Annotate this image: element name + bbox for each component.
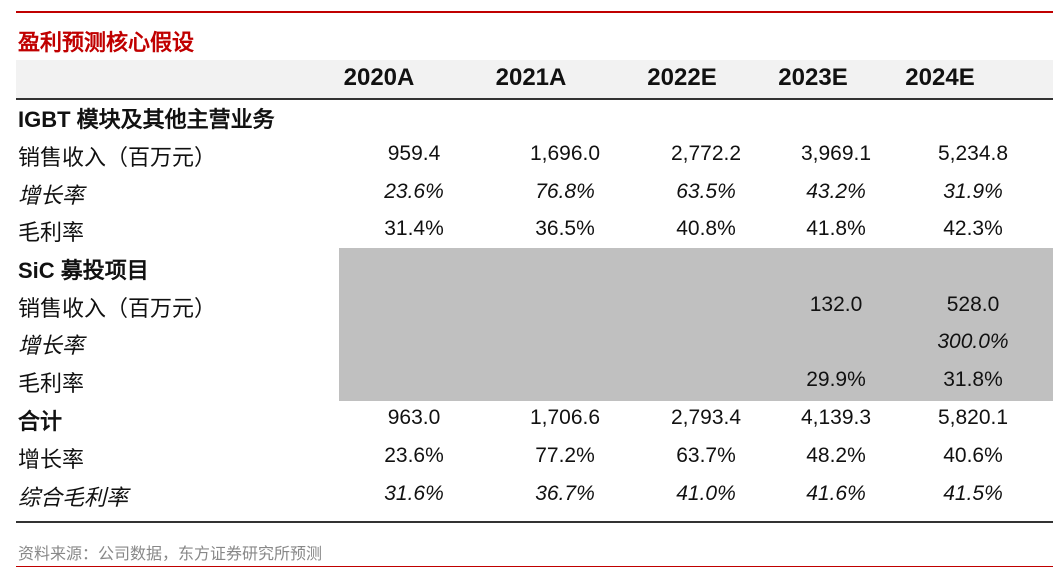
table-cell: 23.6% <box>384 444 444 467</box>
top-rule <box>16 11 1053 13</box>
table-row: 增长率 23.6% 77.2% 63.7% 48.2% 40.6% <box>0 438 1062 476</box>
table-row: 毛利率 31.4% 36.5% 40.8% 41.8% 42.3% <box>0 211 1062 249</box>
table-cell: 41.0% <box>676 482 736 505</box>
table-cell: 2,772.2 <box>670 142 742 165</box>
table-cell: 43.2% <box>806 180 866 203</box>
row-label: 毛利率 <box>18 220 85 245</box>
table-cell: 41.8% <box>806 217 866 240</box>
section-heading-sic: SiC 募投项目 <box>0 249 1062 287</box>
table-cell: 63.7% <box>676 444 736 467</box>
row-label: 增长率 <box>18 183 85 208</box>
column-header-2021a: 2021A <box>495 64 567 91</box>
table-cell: 63.5% <box>676 180 736 203</box>
table-row: 销售收入（百万元） 132.0 528.0 <box>0 287 1062 325</box>
table-cell: 31.8% <box>943 368 1003 391</box>
sic-shaded-block <box>339 248 1053 401</box>
row-label: 毛利率 <box>18 371 85 396</box>
table-row: 增长率 23.6% 76.8% 63.5% 43.2% 31.9% <box>0 174 1062 212</box>
table-row: 毛利率 29.9% 31.8% <box>0 362 1062 400</box>
table-cell: 48.2% <box>806 444 866 467</box>
column-header-2022e: 2022E <box>647 64 717 91</box>
table-cell: 29.9% <box>806 368 866 391</box>
table-cell: 300.0% <box>937 330 1009 353</box>
table-cell: 31.9% <box>943 180 1003 203</box>
table-cell: 42.3% <box>943 217 1003 240</box>
table-cell: 40.6% <box>943 444 1003 467</box>
footer-rule <box>16 566 1053 567</box>
table-cell: 41.6% <box>806 482 866 505</box>
table-cell: 2,793.4 <box>670 406 742 429</box>
table-cell: 959.4 <box>387 142 441 165</box>
table-cell: 1,696.0 <box>529 142 601 165</box>
table-cell: 36.5% <box>535 217 595 240</box>
table-cell: 1,706.6 <box>529 406 601 429</box>
table-cell: 132.0 <box>809 293 863 316</box>
column-header-2020a: 2020A <box>343 64 415 91</box>
header-rule <box>16 98 1053 100</box>
table-cell: 5,234.8 <box>937 142 1009 165</box>
section-heading-label: SiC 募投项目 <box>18 258 149 283</box>
row-label: 增长率 <box>18 447 85 472</box>
table-cell: 528.0 <box>946 293 1000 316</box>
table-cell: 23.6% <box>384 180 444 203</box>
section-heading-label: 合计 <box>18 409 63 434</box>
table-cell: 31.4% <box>384 217 444 240</box>
row-label: 增长率 <box>18 333 85 358</box>
column-header-2023e: 2023E <box>778 64 848 91</box>
bottom-rule <box>16 521 1053 523</box>
row-label: 综合毛利率 <box>18 485 129 510</box>
table-cell: 31.6% <box>384 482 444 505</box>
source-note: 资料来源：公司数据，东方证券研究所预测 <box>18 546 323 563</box>
section-heading-igbt: IGBT 模块及其他主营业务 <box>0 98 1062 136</box>
table-title: 盈利预测核心假设 <box>18 30 195 55</box>
section-heading-label: IGBT 模块及其他主营业务 <box>18 107 275 132</box>
table-cell: 963.0 <box>387 406 441 429</box>
table-cell: 4,139.3 <box>800 406 872 429</box>
table-row: 销售收入（百万元） 959.4 1,696.0 2,772.2 3,969.1 … <box>0 136 1062 174</box>
row-label: 销售收入（百万元） <box>18 296 217 321</box>
row-label: 销售收入（百万元） <box>18 145 217 170</box>
table-cell: 36.7% <box>535 482 595 505</box>
table-row: 综合毛利率 31.6% 36.7% 41.0% 41.6% 41.5% <box>0 476 1062 514</box>
table-cell: 41.5% <box>943 482 1003 505</box>
table-cell: 76.8% <box>535 180 595 203</box>
table-cell: 5,820.1 <box>937 406 1009 429</box>
table-cell: 40.8% <box>676 217 736 240</box>
section-heading-total: 合计 963.0 1,706.6 2,793.4 4,139.3 5,820.1 <box>0 400 1062 438</box>
table-cell: 77.2% <box>535 444 595 467</box>
table-cell: 3,969.1 <box>800 142 872 165</box>
header-band <box>16 60 1053 98</box>
column-header-2024e: 2024E <box>905 64 975 91</box>
table-row: 增长率 300.0% <box>0 324 1062 362</box>
